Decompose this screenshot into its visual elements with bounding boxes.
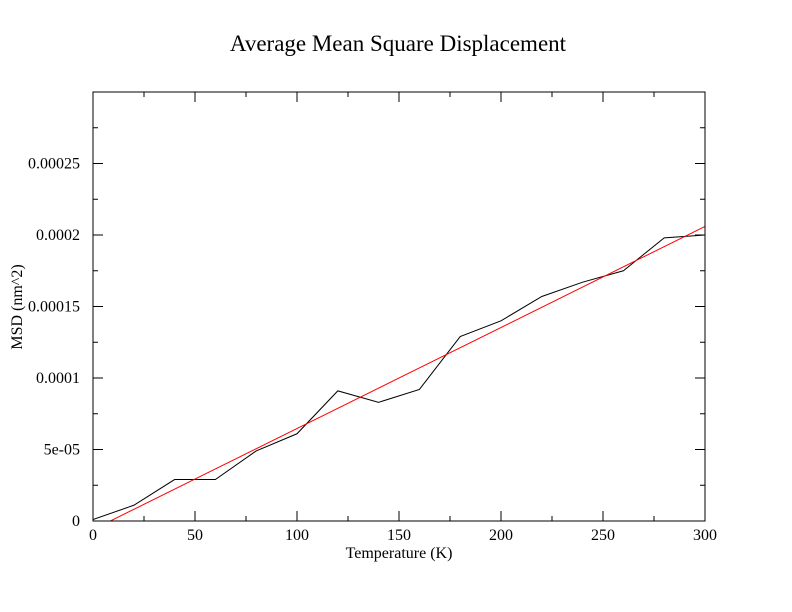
x-tick-label: 300 <box>693 527 717 544</box>
x-tick-label: 250 <box>591 527 615 544</box>
x-tick-label: 0 <box>89 527 97 544</box>
ticks-layer: 0 50 100 150 200 250 300 0 5e-05 0.0001 0.00015 0.0… <box>28 92 717 544</box>
y-tick-label: 0.0002 <box>36 227 80 244</box>
x-tick-label: 200 <box>489 527 513 544</box>
x-tick-label: 100 <box>285 527 309 544</box>
x-axis-label: Temperature (K) <box>346 545 453 562</box>
y-tick-label: 0.00025 <box>28 156 80 173</box>
x-tick-label: 150 <box>387 527 411 544</box>
chart-title: Average Mean Square Displacement <box>230 31 567 56</box>
x-tick-label: 50 <box>187 527 203 544</box>
y-tick-label: 0 <box>72 513 80 530</box>
y-tick-label: 0.0001 <box>36 370 80 387</box>
y-tick-label: 5e-05 <box>44 442 80 459</box>
series-line-1 <box>93 234 705 521</box>
series-line-2 <box>109 225 705 521</box>
y-tick-label: 0.00015 <box>28 299 80 316</box>
series-layer <box>93 225 705 521</box>
plot-frame <box>92 91 706 522</box>
y-axis-label: MSD (nm^2) <box>9 264 26 349</box>
